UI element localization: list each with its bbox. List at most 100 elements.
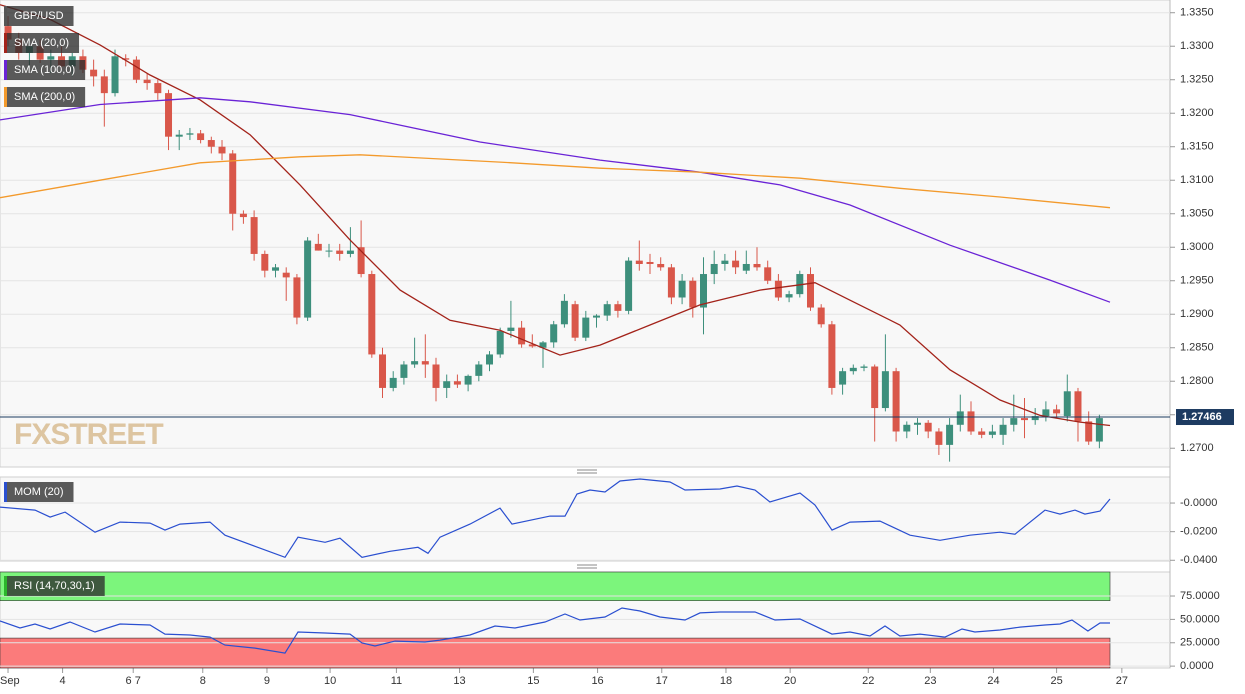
line-series: [0, 478, 1111, 559]
legend-item: GBP/USD: [4, 6, 74, 26]
x-tick-label: 11: [391, 675, 402, 687]
legend-item: SMA (100,0): [4, 60, 86, 80]
candle-body: [475, 364, 483, 376]
candle-body: [379, 354, 387, 388]
x-tick-label: 24: [987, 675, 999, 687]
candle-body: [496, 330, 504, 355]
candle-body: [935, 431, 943, 445]
x-tick-label: 13: [453, 675, 465, 687]
candle-body: [806, 274, 814, 308]
legend-item: MOM (20): [4, 482, 74, 502]
legend-item: RSI (14,70,30,1): [4, 576, 105, 596]
x-tick-label: 27: [1116, 675, 1128, 687]
candle-body: [336, 250, 344, 254]
x-tick-label: 16: [591, 675, 603, 687]
legend-box: [4, 576, 105, 596]
candle-body: [175, 134, 183, 137]
y-tick-label: 1.3050: [1180, 208, 1214, 220]
candle-body: [1053, 409, 1061, 414]
candle-body: [871, 366, 879, 409]
candle-body: [657, 263, 665, 268]
y-tick-label: 1.3250: [1180, 74, 1214, 86]
candle-body: [132, 59, 140, 80]
x-tick-label: 15: [527, 675, 539, 687]
candle-body: [314, 243, 322, 251]
candle-body: [946, 424, 954, 445]
y-tick-label: 25.0000: [1180, 637, 1220, 649]
candle-body: [100, 76, 108, 94]
candle-body: [635, 260, 643, 264]
resize-grip[interactable]: [577, 564, 597, 569]
candle-body: [453, 381, 461, 385]
candle-body: [593, 315, 601, 318]
legend-swatch: [4, 87, 7, 107]
candle-body: [293, 277, 301, 318]
candle-body: [667, 267, 675, 298]
line-series: [0, 97, 1111, 303]
y-tick-label: 1.3350: [1180, 7, 1214, 19]
candle-body: [849, 367, 857, 372]
candle-body: [689, 280, 697, 308]
y-tick-label: -0.0200: [1180, 526, 1217, 538]
line-series: [0, 607, 1110, 654]
legend-box: [4, 482, 74, 502]
candle-body: [710, 263, 718, 275]
candle-body: [421, 361, 429, 365]
candle-body: [282, 272, 290, 278]
candle-body: [197, 133, 205, 141]
candle-body: [154, 83, 162, 94]
candle-body: [261, 253, 269, 271]
candle-body: [528, 344, 536, 347]
candle-body: [753, 263, 761, 268]
y-tick-label: 50.0000: [1180, 613, 1220, 625]
candle-body: [389, 377, 397, 388]
y-tick-label: 1.3300: [1180, 40, 1214, 52]
legend-label: MOM (20): [14, 486, 64, 498]
candle-body: [304, 240, 312, 318]
candle-body: [625, 260, 633, 311]
resize-grip[interactable]: [577, 469, 597, 474]
legend-item: SMA (200,0): [4, 87, 86, 107]
candle-body: [839, 371, 847, 385]
candle-body: [432, 364, 440, 388]
candle-body: [1031, 416, 1039, 421]
candle-body: [903, 424, 911, 432]
candle-body: [111, 56, 119, 94]
candle-body: [785, 294, 793, 298]
candle-body: [1010, 418, 1018, 425]
legend-box: [4, 6, 74, 26]
legend-box: [4, 33, 80, 53]
candle-body: [614, 304, 622, 311]
x-tick-label: 9: [264, 675, 270, 687]
candle-body: [4, 26, 12, 40]
candle-body: [1085, 421, 1093, 442]
candle-body: [796, 274, 804, 295]
candle-body: [924, 422, 932, 432]
candle-body: [646, 261, 654, 264]
candle-body: [357, 247, 365, 275]
candle-body: [1074, 391, 1082, 422]
candle-body: [1095, 418, 1103, 442]
y-tick-label: 1.2950: [1180, 275, 1214, 287]
legend-swatch: [4, 576, 7, 596]
candle-body: [346, 250, 354, 254]
legend-label: SMA (20,0): [14, 37, 69, 49]
candle-body: [764, 267, 772, 281]
candle-body: [1020, 418, 1028, 421]
mom-panel: [0, 476, 1171, 562]
candle-body: [721, 260, 729, 264]
candle-body: [368, 274, 376, 355]
x-tick-label: 4: [60, 675, 66, 687]
candle-body: [550, 324, 558, 343]
y-tick-label: -0.0000: [1180, 497, 1217, 509]
legend-label: SMA (100,0): [14, 64, 75, 76]
legend-swatch: [4, 33, 7, 53]
candle-body: [400, 364, 408, 378]
candle-body: [272, 267, 280, 271]
candle-body: [913, 422, 921, 425]
x-tick-label: 8: [200, 675, 206, 687]
y-tick-label: 1.2900: [1180, 308, 1214, 320]
x-tick-label: 18: [720, 675, 732, 687]
candle-body: [325, 250, 333, 252]
